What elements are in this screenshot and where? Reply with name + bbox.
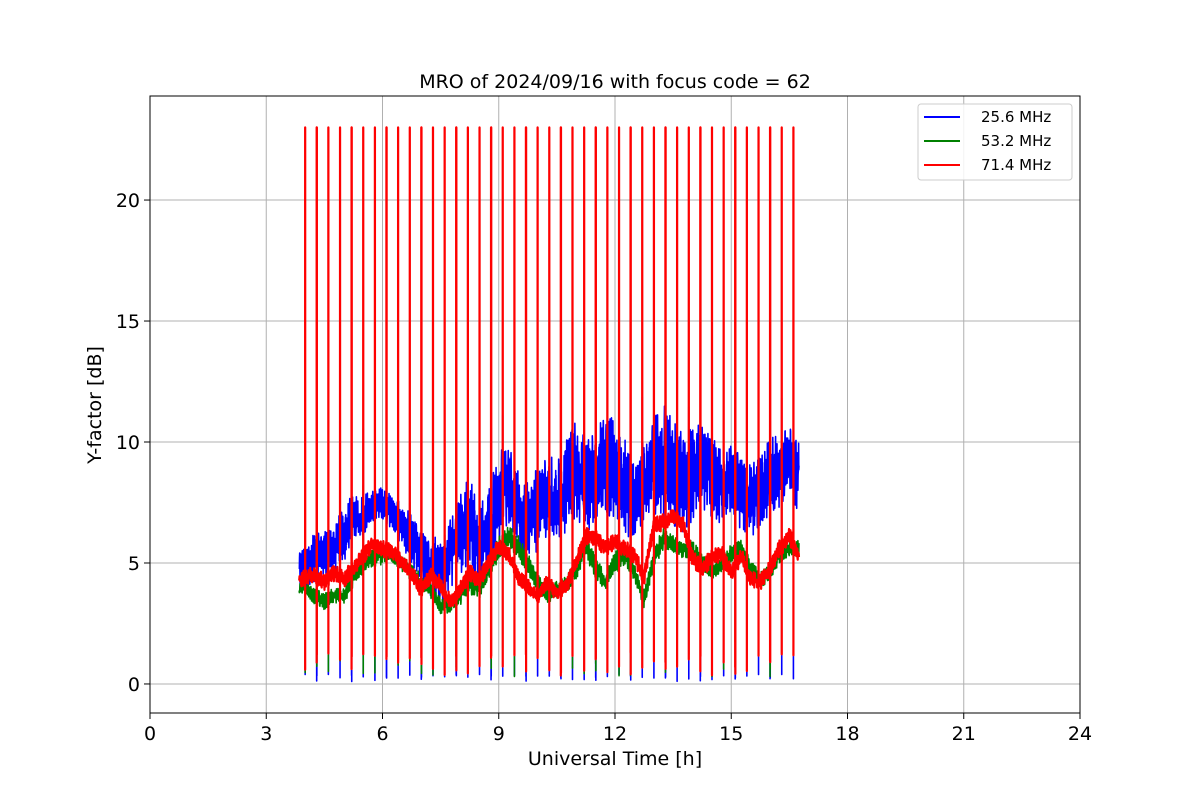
- legend-label-2: 53.2 MHz: [981, 132, 1051, 150]
- legend-box: [917, 103, 1073, 181]
- y-tick-label: 5: [128, 553, 140, 575]
- legend: 25.6 MHz 53.2 MHz 71.4 MHz: [917, 103, 1073, 181]
- y-tick-label: 0: [128, 674, 140, 696]
- x-tick-label: 18: [835, 723, 859, 745]
- x-tick-label: 21: [952, 723, 976, 745]
- y-tick-label: 20: [116, 190, 140, 212]
- x-tick-label: 24: [1068, 723, 1092, 745]
- x-tick-label: 3: [260, 723, 272, 745]
- y-axis: 0 5 10 15 20: [116, 190, 150, 696]
- y-axis-label: Y-factor [dB]: [84, 346, 106, 465]
- x-axis: 0 3 6 9 12 15 18 21 24: [144, 713, 1092, 745]
- x-tick-label: 9: [493, 723, 505, 745]
- x-tick-label: 0: [144, 723, 156, 745]
- x-axis-label: Universal Time [h]: [528, 748, 702, 770]
- legend-label-1: 25.6 MHz: [981, 108, 1051, 126]
- y-tick-label: 10: [116, 432, 140, 454]
- chart-title: MRO of 2024/09/16 with focus code = 62: [419, 71, 811, 93]
- x-tick-label: 12: [603, 723, 627, 745]
- legend-label-3: 71.4 MHz: [981, 156, 1051, 174]
- x-tick-label: 15: [719, 723, 743, 745]
- x-tick-label: 6: [376, 723, 388, 745]
- series-line-3: [298, 126, 801, 677]
- y-tick-label: 15: [116, 311, 140, 333]
- series-group: [298, 126, 801, 683]
